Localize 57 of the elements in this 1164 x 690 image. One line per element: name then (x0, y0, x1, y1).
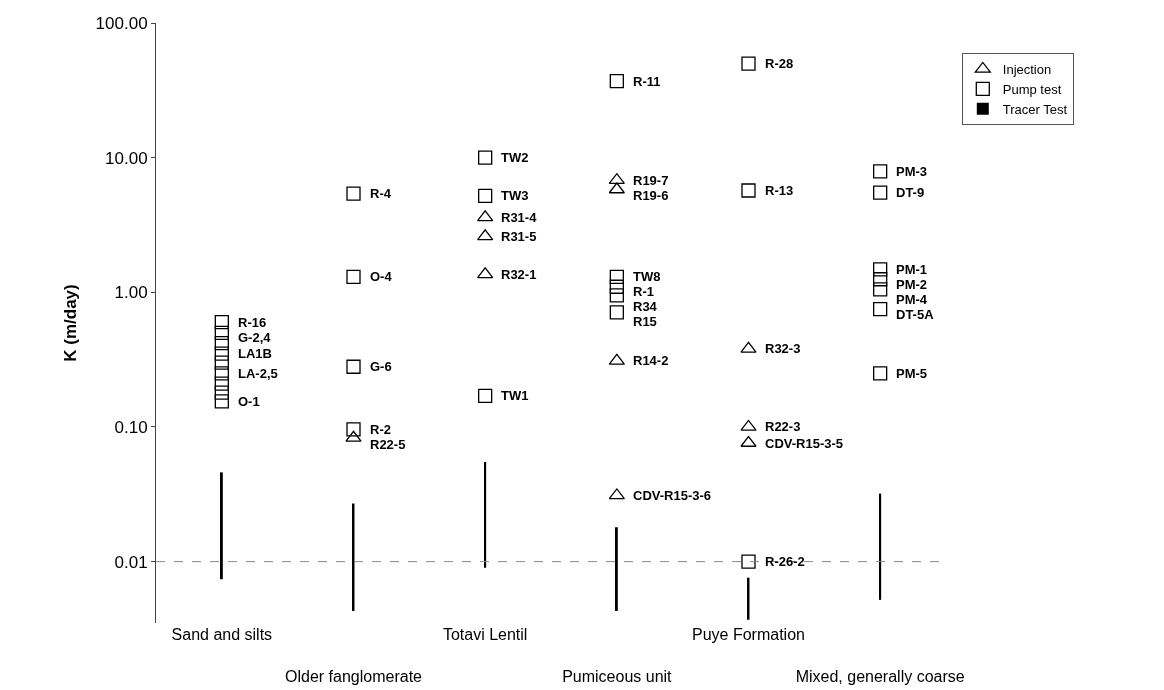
annotation: LA-2,5 (238, 366, 278, 381)
annotation: DT-9 (896, 185, 925, 200)
annotation: TW1 (501, 388, 529, 403)
annotation: R-16 (238, 315, 267, 330)
legend-label: Tracer Test (1002, 101, 1068, 117)
annotation: R15 (633, 314, 657, 329)
y-tick-label: 100.00 (95, 13, 148, 33)
annotation: R14-2 (633, 353, 669, 368)
annotation: CDV-R15-3-6 (633, 488, 712, 503)
annotation: R-2 (370, 422, 391, 437)
y-tick-label: 10.00 (105, 148, 148, 168)
bar (615, 527, 618, 611)
annotation: TW8 (633, 269, 661, 284)
annotation: R-13 (765, 183, 794, 198)
bar (220, 472, 223, 580)
x-tick-label: Sand and silts (171, 626, 273, 643)
annotation: O-4 (370, 269, 393, 284)
annotation: R19-7 (633, 173, 669, 188)
annotation: R34 (633, 299, 658, 314)
annotation: PM-5 (896, 366, 928, 381)
x-tick-label: Mixed, generally coarse (795, 667, 965, 685)
annotation: R-1 (633, 284, 654, 299)
annotation: TW2 (501, 150, 529, 165)
annotation: R22-5 (370, 437, 406, 452)
x-tick-label: Totavi Lentil (442, 626, 528, 643)
annotation: PM-4 (896, 292, 928, 307)
y-tick-label: 1.00 (114, 283, 148, 303)
annotation: PM-3 (896, 164, 928, 179)
legend-label: Injection (1002, 62, 1052, 78)
annotation: LA1B (238, 346, 272, 361)
annotation: R31-5 (501, 229, 537, 244)
annotation: R-4 (370, 186, 392, 201)
y-tick-label: 0.01 (114, 552, 148, 572)
annotation: R-28 (765, 56, 794, 71)
x-tick-label: Older fanglomerate (285, 667, 423, 685)
bar (484, 461, 487, 568)
annotation: R32-3 (765, 341, 801, 356)
y-axis-title: K (m/day) (61, 284, 81, 362)
annotation: R32-1 (501, 267, 537, 282)
x-tick-label: Puye Formation (692, 626, 805, 643)
legend-label: Pump test (1002, 81, 1062, 97)
annotation: R19-6 (633, 188, 669, 203)
annotation: PM-1 (896, 262, 928, 277)
annotation: R22-3 (765, 419, 801, 434)
annotation: DT-5A (896, 307, 935, 322)
annotation: CDV-R15-3-5 (765, 436, 844, 451)
annotation: R-26-2 (765, 554, 805, 569)
x-tick-label: Pumiceous unit (562, 667, 673, 685)
y-tick-label: 0.10 (114, 417, 148, 437)
annotation: G-6 (370, 359, 392, 374)
annotation: R31-4 (501, 210, 538, 225)
bar (879, 493, 882, 600)
annotation: PM-2 (896, 277, 928, 292)
annotation: TW3 (501, 188, 529, 203)
annotation: G-2,4 (238, 330, 272, 345)
annotation: O-1 (238, 394, 260, 409)
annotation: R-11 (633, 74, 661, 89)
